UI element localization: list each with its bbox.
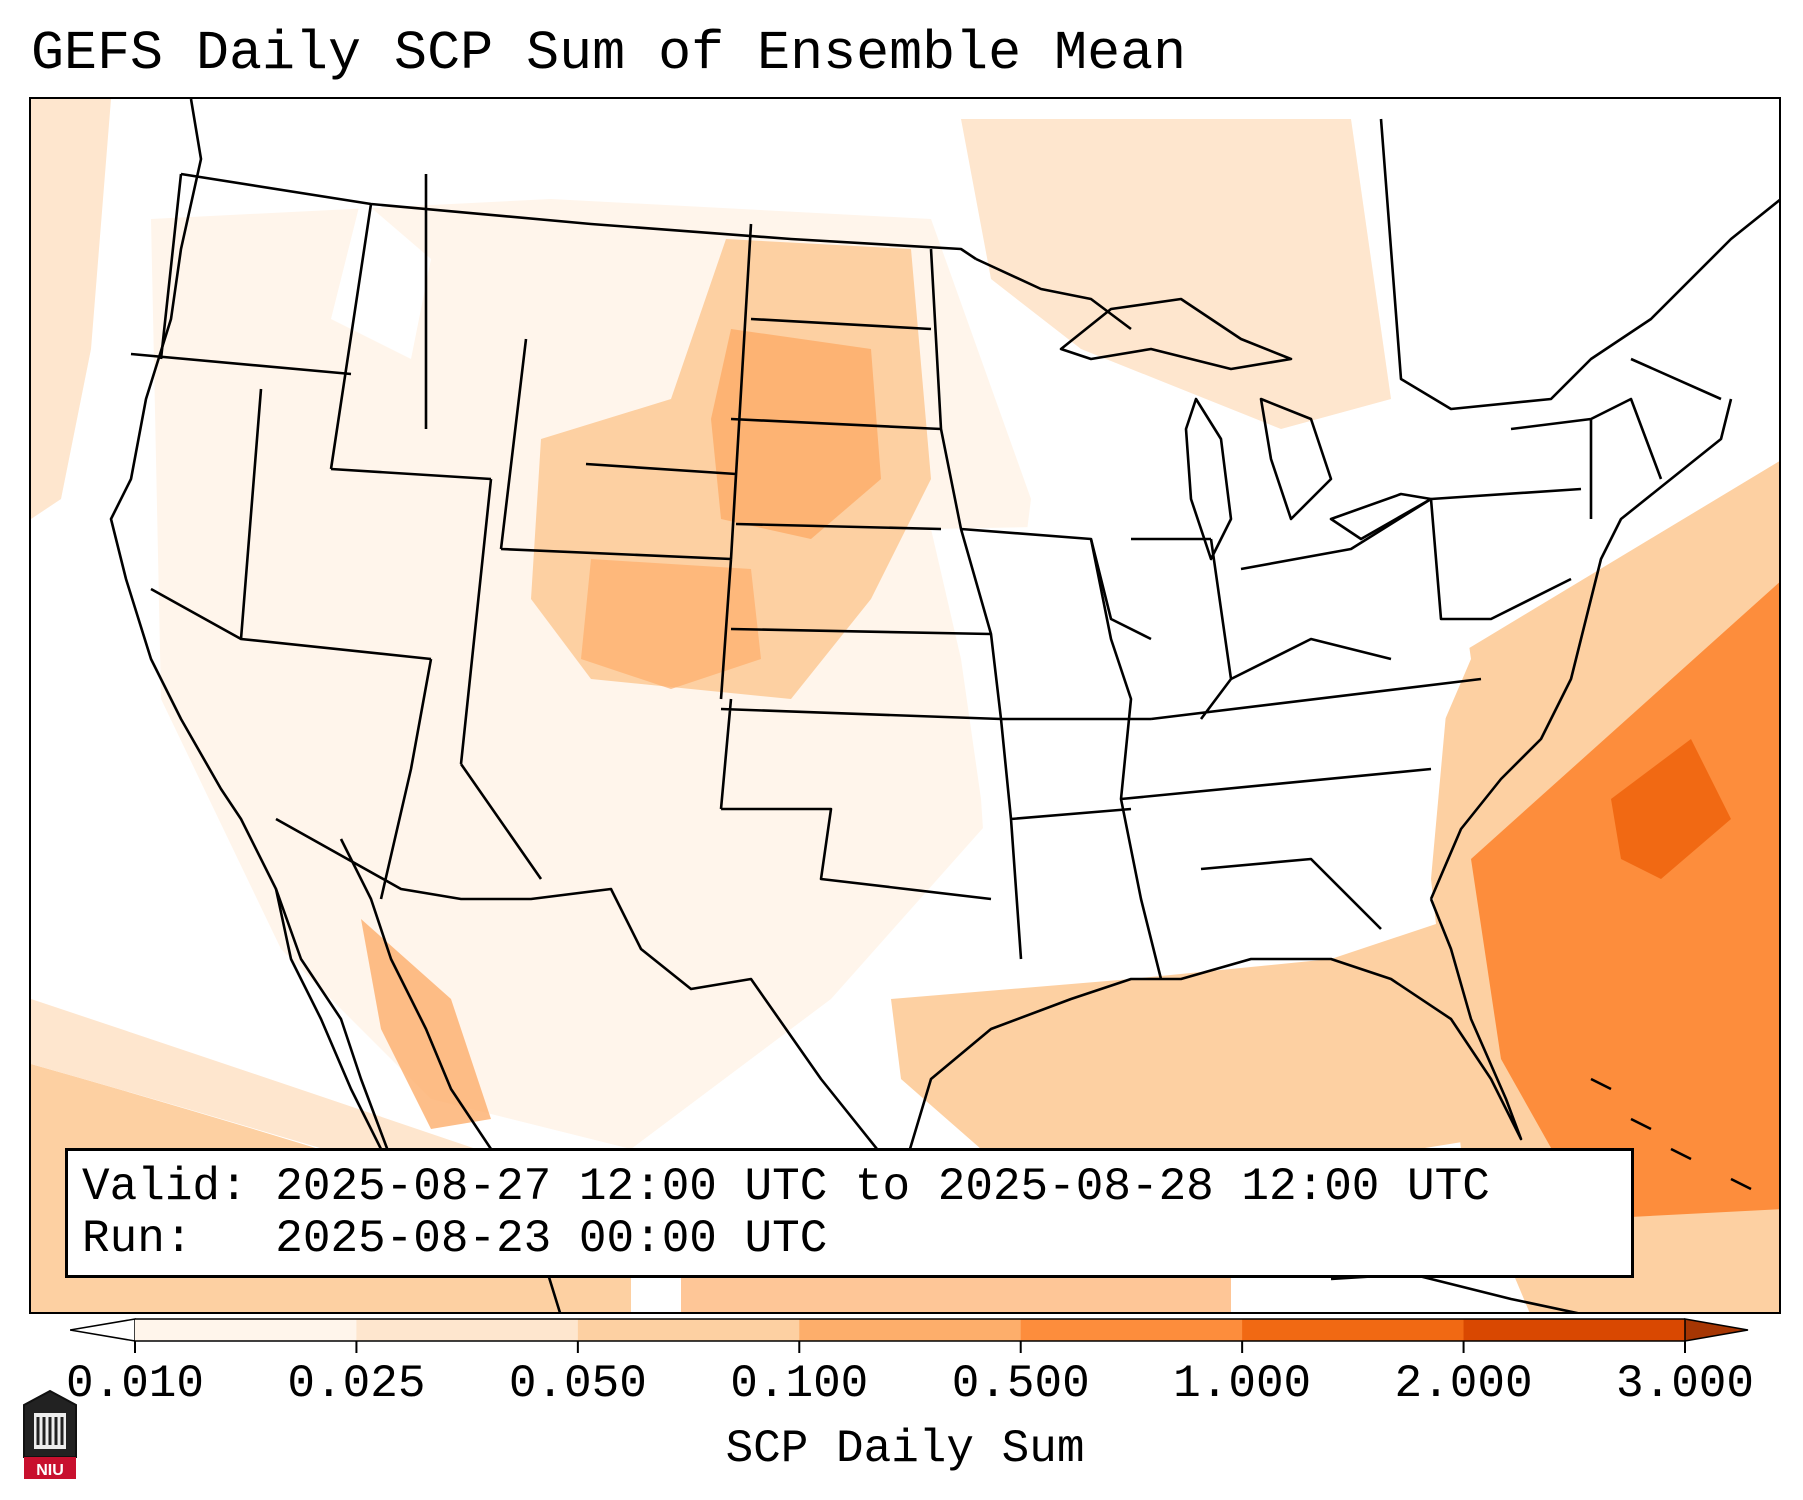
shade-clear-pacnw (331, 199, 431, 359)
gulf-coastline (899, 898, 1523, 1180)
state-lines-west (130, 173, 543, 900)
colorbar-tick-label: 3.000 (1615, 1358, 1755, 1410)
run-line: Run: 2025-08-23 00:00 UTC (82, 1213, 828, 1265)
shade-colorado (581, 559, 761, 689)
map-canvas (31, 99, 1779, 1312)
border-us-canada-east (975, 257, 1132, 331)
svg-text:NIU: NIU (36, 1462, 64, 1479)
state-lines-northeast (1429, 357, 1722, 621)
map-title: GEFS Daily SCP Sum of Ensemble Mean (31, 22, 1187, 85)
state-lines-east (1089, 487, 1582, 980)
colorbar-segment (577, 1319, 800, 1341)
border-us-mexico (275, 817, 903, 1180)
colorbar-label: SCP Daily Sum (725, 1423, 1085, 1475)
niu-logo: NIU (23, 1389, 77, 1479)
valid-time-box: Valid: 2025-08-27 12:00 UTC to 2025-08-2… (65, 1148, 1634, 1278)
shade-mexico-coast (361, 919, 491, 1129)
bahamas (1590, 1077, 1752, 1191)
pacific-coastline (109, 99, 393, 1160)
colorbar-tick-label: 2.000 (1394, 1358, 1533, 1410)
colorbar-tick-label: 0.500 (951, 1358, 1090, 1410)
map-panel (29, 97, 1781, 1314)
shade-atlantic-core (1611, 739, 1731, 879)
colorbar-tick-label: 0.050 (508, 1358, 647, 1410)
colorbar-tick-label: 0.025 (287, 1358, 426, 1410)
colorbar-over-extend (1684, 1318, 1749, 1342)
baja-coastline (274, 888, 383, 1150)
colorbar-tick-label: 1.000 (1173, 1358, 1312, 1410)
lake-michigan (1184, 397, 1233, 561)
shade-atlantic (1471, 582, 1779, 1219)
colorbar-segment (799, 1319, 1022, 1341)
colorbar-segment (1020, 1319, 1243, 1341)
state-lines-plains (719, 317, 1002, 901)
shade-clear-east (931, 519, 1471, 959)
state-lines-mountain (424, 174, 753, 700)
colorbar-segment (1242, 1319, 1465, 1341)
colorbar-segment (356, 1319, 579, 1341)
shade-gulf (891, 919, 1531, 1179)
colorbar-segment (135, 1319, 357, 1341)
lake-superior (1059, 297, 1293, 371)
colorbar-tick-label: 0.100 (730, 1358, 869, 1410)
lake-huron (1259, 397, 1333, 521)
canada-lines (1379, 118, 1779, 411)
colorbar-segment (1463, 1319, 1686, 1341)
colorbar (70, 1318, 1749, 1353)
border-us-canada (180, 172, 977, 261)
shade-light-north (961, 119, 1391, 429)
colorbar-tick-label: 0.010 (65, 1358, 205, 1410)
shade-nw-band (31, 99, 111, 519)
basemap-lines (109, 99, 1779, 1312)
shade-plains-2 (711, 329, 881, 539)
colorbar-under-extend (70, 1318, 136, 1342)
state-lines-central (929, 248, 1152, 960)
valid-line: Valid: 2025-08-27 12:00 UTC to 2025-08-2… (82, 1161, 1490, 1213)
atlantic-coastline (1429, 398, 1733, 900)
